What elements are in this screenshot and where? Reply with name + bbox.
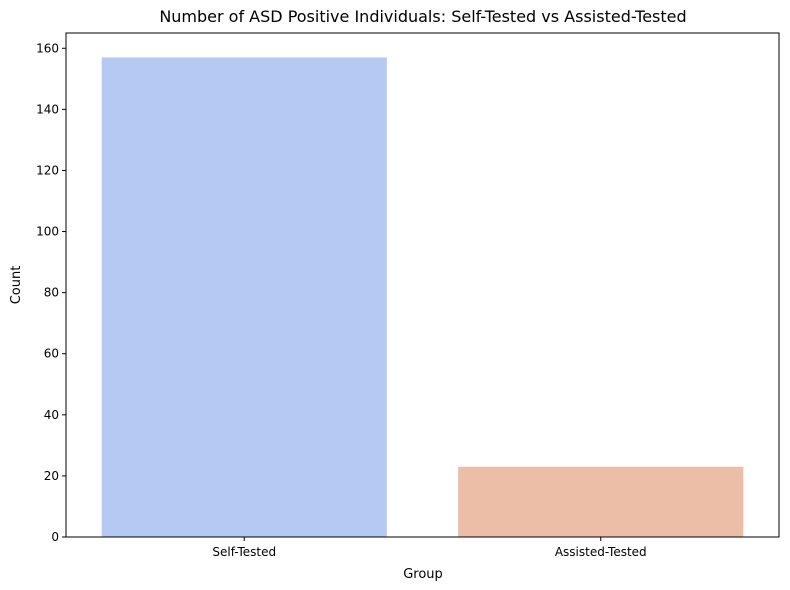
y-axis: 0 20 40 60 80 100 120 140 160	[36, 41, 66, 544]
y-tick-label: 140	[36, 102, 59, 116]
y-tick-label: 120	[36, 163, 59, 177]
y-tick-label: 60	[44, 347, 59, 361]
bars-group	[101, 57, 744, 537]
bar-assisted-tested	[458, 466, 744, 537]
x-axis: Self-Tested Assisted-Tested	[212, 537, 647, 559]
chart-title: Number of ASD Positive Individuals: Self…	[159, 7, 686, 26]
y-tick-label: 20	[44, 469, 59, 483]
x-tick-label: Self-Tested	[212, 545, 276, 559]
x-axis-label: Group	[403, 567, 443, 582]
y-axis-label: Count	[9, 266, 24, 305]
x-tick-label: Assisted-Tested	[555, 545, 647, 559]
y-tick-label: 100	[36, 225, 59, 239]
y-tick-label: 160	[36, 41, 59, 55]
y-tick-label: 80	[44, 286, 59, 300]
y-tick-label: 0	[51, 530, 59, 544]
bar-self-tested	[101, 57, 387, 537]
y-tick-label: 40	[44, 408, 59, 422]
plot-frame	[65, 32, 780, 538]
